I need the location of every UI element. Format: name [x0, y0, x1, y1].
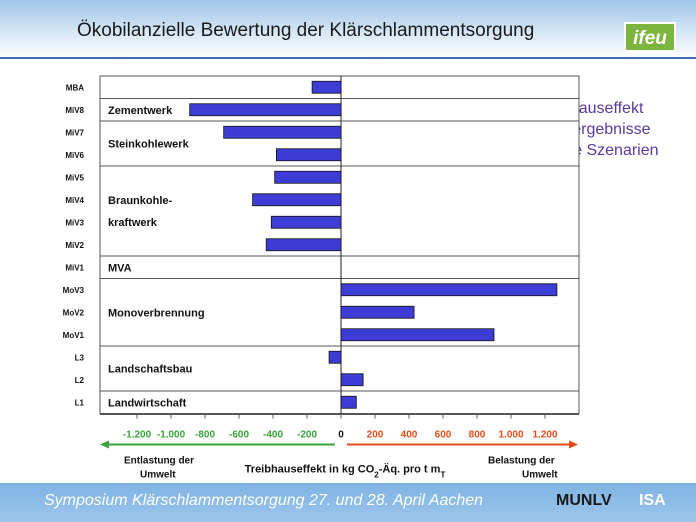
right-annotation: Umwelt [522, 470, 558, 481]
category-label: MoV1 [63, 331, 85, 340]
x-tick-label: 1.000 [498, 430, 523, 441]
group-label: Braunkohle- [108, 195, 173, 207]
data-bar [252, 193, 342, 207]
data-bar [328, 350, 342, 364]
group-label: kraftwerk [108, 217, 158, 229]
slide-title: Ökobilanzielle Bewertung der Klärschlamm… [77, 20, 535, 41]
greenhouse-effect-chart: Zementwerk Steinkohlewerk Braunkohle-kraft… [63, 75, 580, 481]
data-bar [340, 395, 357, 409]
group-box [99, 255, 580, 279]
slide-header: Ökobilanzielle Bewertung der Klärschlamm… [0, 0, 696, 59]
x-tick-label: 1.200 [532, 430, 557, 441]
x-tick-label: -1.200 [123, 430, 152, 441]
negative-arrow-head [100, 440, 109, 449]
group-box [99, 390, 580, 414]
x-tick-label: -800 [195, 430, 215, 441]
data-bar [275, 148, 342, 162]
data-bar [274, 170, 342, 184]
svg-text:ifeu: ifeu [633, 28, 667, 49]
group-label: Zementwerk [108, 105, 173, 117]
group-label: Steinkohlewerk [108, 139, 190, 151]
left-annotation: Entlastung der [124, 456, 194, 467]
data-bar [340, 305, 415, 319]
category-label: MiV1 [65, 263, 84, 272]
x-tick-label: -1.000 [157, 430, 186, 441]
group-label: Landschaftsbau [108, 364, 192, 376]
category-label: MiV4 [65, 196, 84, 205]
category-label: MoV3 [63, 286, 85, 295]
category-label: MiV5 [65, 173, 84, 182]
positive-arrow-head [569, 440, 578, 449]
group-label: Monoverbrennung [108, 307, 205, 319]
x-tick-label: 200 [367, 430, 384, 441]
x-tick-label: 800 [469, 430, 486, 441]
x-axis-label: Treibhauseffekt in kg CO2-Äq. pro t mT [245, 463, 446, 480]
footer-event: Symposium Klärschlammentsorgung 27. und … [44, 492, 484, 509]
left-annotation: Umwelt [140, 470, 176, 481]
header-divider [0, 57, 696, 59]
x-tick-label: 0 [338, 430, 344, 441]
data-bar [223, 125, 342, 139]
x-tick-label: -400 [263, 430, 283, 441]
category-label: MiV2 [65, 241, 84, 250]
category-label: L2 [75, 376, 85, 385]
data-bar [270, 215, 342, 229]
category-label: MBA [66, 83, 84, 92]
x-tick-label: 400 [401, 430, 418, 441]
data-bar [311, 80, 342, 94]
x-tick-label: 600 [435, 430, 452, 441]
data-bar [340, 373, 364, 387]
data-bar [265, 238, 342, 252]
category-label: MiV8 [65, 106, 84, 115]
category-label: L3 [75, 353, 85, 362]
x-tick-label: -600 [229, 430, 249, 441]
category-label: MiV6 [65, 151, 84, 160]
data-bar [340, 328, 495, 342]
category-label: MiV7 [65, 128, 84, 137]
right-annotation: Belastung der [488, 456, 555, 467]
data-bar [340, 283, 558, 297]
ifeu-logo: ifeu [624, 22, 676, 54]
category-label: MoV2 [63, 308, 85, 317]
x-tick-label: -200 [297, 430, 317, 441]
footer-org-isa: ISA [639, 492, 666, 509]
category-label: L1 [75, 398, 85, 407]
slide-footer: Symposium Klärschlammentsorgung 27. und … [0, 483, 696, 522]
footer-org-munlv: MUNLV [556, 492, 612, 509]
category-label: MiV3 [65, 218, 84, 227]
group-label: MVA [108, 262, 132, 274]
data-bar [189, 103, 342, 117]
group-label: Landwirtschaft [108, 397, 187, 409]
